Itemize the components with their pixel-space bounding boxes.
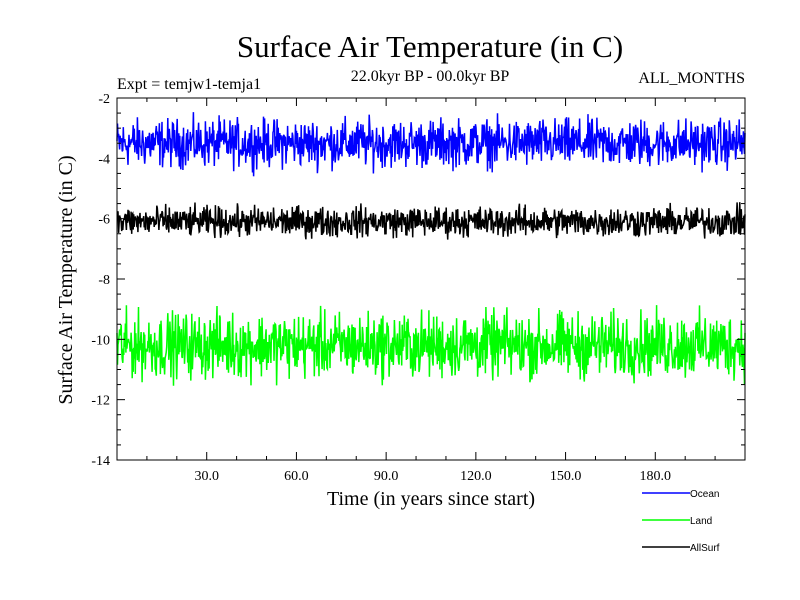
x-tick-label: 180.0 xyxy=(640,469,672,484)
legend-label-allsurf: AllSurf xyxy=(690,543,720,554)
x-tick-label: 30.0 xyxy=(194,469,219,484)
x-tick-labels: 30.0 60.0 90.0 120.0 150.0 180.0 xyxy=(194,469,671,484)
experiment-label: Expt = temjw1-temja1 xyxy=(117,76,261,93)
axis-ticks xyxy=(117,97,745,461)
y-tick-labels: -14 -12 -10 -8 -6 -4 -2 xyxy=(91,92,110,469)
y-tick-label: -12 xyxy=(91,394,110,409)
y-tick-label: -10 xyxy=(91,333,110,348)
x-axis-label: Time (in years since start) xyxy=(327,488,535,510)
y-tick-label: -6 xyxy=(98,213,110,228)
y-tick-label: -2 xyxy=(98,92,110,107)
x-tick-label: 60.0 xyxy=(284,469,309,484)
y-tick-label: -4 xyxy=(98,152,110,167)
series-line-allsurf xyxy=(116,202,746,240)
legend-label-land: Land xyxy=(690,516,712,527)
x-tick-label: 90.0 xyxy=(374,469,399,484)
chart-subtitle: 22.0kyr BP - 00.0kyr BP xyxy=(351,68,510,85)
legend: Ocean Land AllSurf xyxy=(642,489,720,554)
months-label: ALL_MONTHS xyxy=(638,70,745,87)
legend-label-ocean: Ocean xyxy=(690,489,719,500)
series-line-ocean xyxy=(116,112,746,177)
x-tick-label: 150.0 xyxy=(550,469,582,484)
plot-area xyxy=(116,112,746,386)
series-line-land xyxy=(116,305,746,386)
y-tick-label: -14 xyxy=(91,454,110,469)
y-axis-label: Surface Air Temperature (in C) xyxy=(55,155,77,404)
y-tick-label: -8 xyxy=(98,273,110,288)
chart-title: Surface Air Temperature (in C) xyxy=(237,29,623,64)
x-tick-label: 120.0 xyxy=(460,469,492,484)
